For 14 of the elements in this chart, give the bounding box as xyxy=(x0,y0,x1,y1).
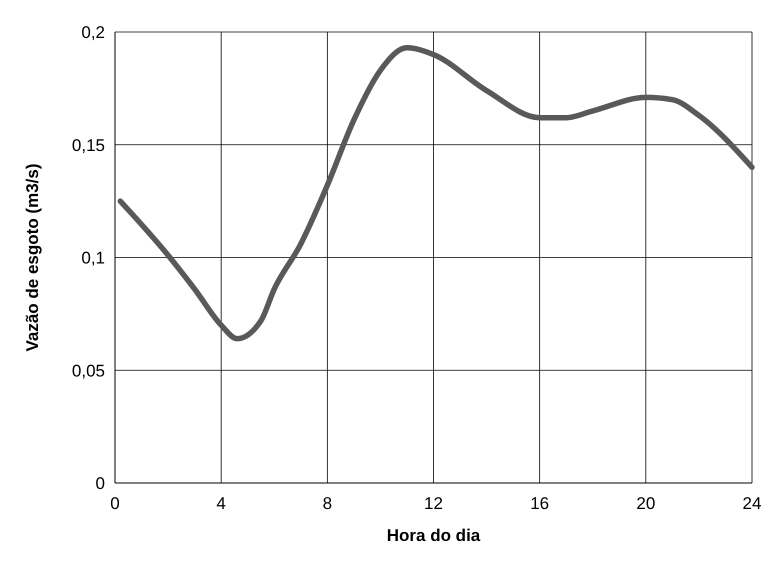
x-tick-label: 8 xyxy=(322,494,332,513)
y-tick-label: 0 xyxy=(96,474,105,493)
y-tick-label: 0,05 xyxy=(72,361,105,380)
y-tick-label: 0,15 xyxy=(72,136,105,155)
x-tick-label: 20 xyxy=(636,494,656,513)
y-tick-label: 0,2 xyxy=(81,23,105,42)
x-tick-label: 0 xyxy=(110,494,120,513)
y-tick-label: 0,1 xyxy=(81,248,105,268)
x-tick-label: 24 xyxy=(742,494,762,513)
x-tick-label: 16 xyxy=(530,494,550,513)
x-axis-title: Hora do dia xyxy=(386,526,481,545)
x-tick-label: 12 xyxy=(424,494,443,513)
y-axis-title: Vazão de esgoto (m3/s) xyxy=(23,164,42,352)
x-tick-label: 4 xyxy=(216,494,226,513)
